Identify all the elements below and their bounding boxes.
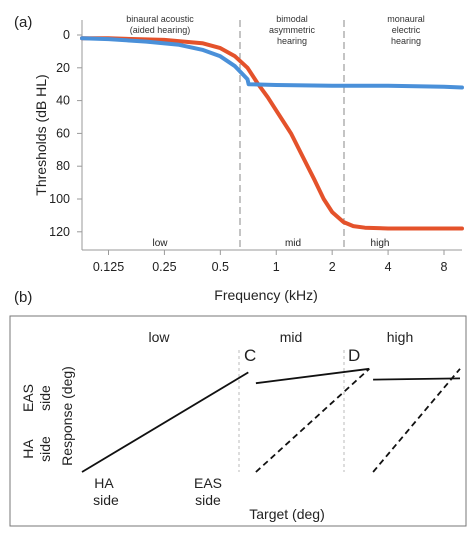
y-tick-label: 100 — [49, 192, 70, 206]
region-bimodal-line2: asymmetric — [269, 25, 316, 35]
panel-b-dashed-line — [372, 368, 461, 473]
x-tick-label: 8 — [441, 260, 448, 274]
panel-b-solid-line — [373, 377, 461, 381]
region-low-label: low — [152, 238, 168, 249]
x-tick-label: 0.25 — [152, 260, 176, 274]
panel-b-x-axis-label: Target (deg) — [249, 506, 324, 522]
panel-b-region-mid: mid — [280, 329, 303, 345]
y-tick-label: 0 — [63, 28, 70, 42]
y-tick-label: 40 — [56, 94, 70, 108]
panel-a-y-ticks: 0 20 40 60 80 100 120 — [49, 28, 82, 239]
region-monaural-line2: electric — [392, 25, 421, 35]
panel-b-y-axis-label: Response (deg) — [59, 366, 75, 466]
panel-b-series — [81, 367, 461, 473]
region-bimodal-line3: hearing — [277, 36, 307, 46]
y-tick-label: 20 — [56, 61, 70, 75]
region-monaural-line3: hearing — [391, 36, 421, 46]
y-side-eas-line2: side — [37, 385, 53, 411]
series-red-line — [80, 36, 464, 231]
region-high-label: high — [371, 238, 390, 249]
y-tick-label: 80 — [56, 159, 70, 173]
x-side-ha-line1: HA — [94, 475, 114, 491]
y-tick-label: 60 — [56, 126, 70, 140]
point-c-label: C — [244, 346, 256, 365]
panel-b-solid-line — [255, 367, 370, 385]
y-side-ha-line2: side — [37, 436, 53, 462]
region-mid-label: mid — [285, 238, 301, 249]
point-d-label: D — [348, 346, 360, 365]
x-tick-label: 1 — [273, 260, 280, 274]
panel-b-region-low: low — [148, 329, 170, 345]
series-blue-line — [80, 36, 464, 90]
panel-b-label: (b) — [14, 289, 32, 306]
panel-b-dashed-line — [255, 368, 370, 473]
panel-b-frame — [9, 315, 467, 527]
region-bimodal-line1: bimodal — [276, 14, 308, 24]
panel-a-x-axis-label: Frequency (kHz) — [214, 287, 317, 303]
region-binaural-line2: (aided hearing) — [130, 25, 191, 35]
x-side-ha-line2: side — [93, 492, 119, 508]
y-tick-label: 120 — [49, 225, 70, 239]
y-side-eas-line1: EAS — [20, 384, 36, 412]
region-binaural-line1: binaural acoustic — [126, 14, 194, 24]
x-tick-label: 0.5 — [212, 260, 229, 274]
region-monaural-line1: monaural — [387, 14, 425, 24]
x-side-eas-line2: side — [195, 492, 221, 508]
x-tick-label: 4 — [385, 260, 392, 274]
x-tick-label: 0.125 — [93, 260, 124, 274]
x-side-eas-line1: EAS — [194, 475, 222, 491]
panel-b-region-high: high — [387, 329, 413, 345]
x-tick-label: 2 — [329, 260, 336, 274]
y-side-ha-line1: HA — [20, 439, 36, 459]
panel-a-y-axis-label: Thresholds (dB HL) — [33, 74, 49, 195]
panel-a-label: (a) — [14, 14, 32, 31]
panel-a-x-ticks: 0.125 0.25 0.5 1 2 4 8 — [93, 250, 448, 274]
panel-b-solid-line — [81, 371, 249, 473]
